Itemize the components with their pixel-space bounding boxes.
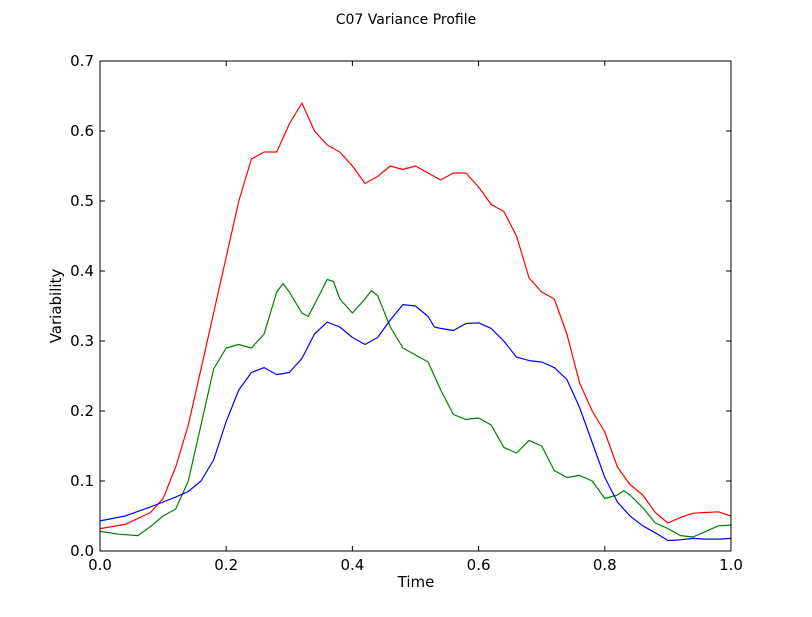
plot-area: 0.0 0.2 0.4 0.6 0.8 1.0 0.0 0.1 0.2 0.3 0.4 0.5 0.6 0…	[70, 52, 743, 574]
x-axis-label: Time	[397, 573, 435, 591]
y-tick-label: 0.3	[70, 332, 94, 350]
series-line-3	[99, 304, 732, 542]
x-tick-label: 0.8	[593, 556, 617, 574]
x-tick-label: 0.2	[214, 556, 238, 574]
y-axis-label: Variability	[47, 269, 65, 344]
x-tick-label: 0.0	[88, 556, 112, 574]
series-line-1	[99, 102, 732, 530]
y-tick-label: 0.4	[70, 262, 94, 280]
y-tick-label: 0.2	[70, 402, 94, 420]
x-tick-label: 0.6	[467, 556, 491, 574]
series-line-2	[99, 278, 732, 538]
x-tick-label: 1.0	[719, 556, 743, 574]
plot-frame	[99, 60, 732, 552]
y-tick-label: 0.6	[70, 122, 94, 140]
x-tick-label: 0.4	[340, 556, 364, 574]
y-tick-label: 0.1	[70, 472, 94, 490]
y-tick-label: 0.0	[70, 542, 94, 560]
chart-title: C07 Variance Profile	[336, 12, 477, 28]
y-tick-label: 0.7	[70, 52, 94, 70]
y-tick-label: 0.5	[70, 192, 94, 210]
